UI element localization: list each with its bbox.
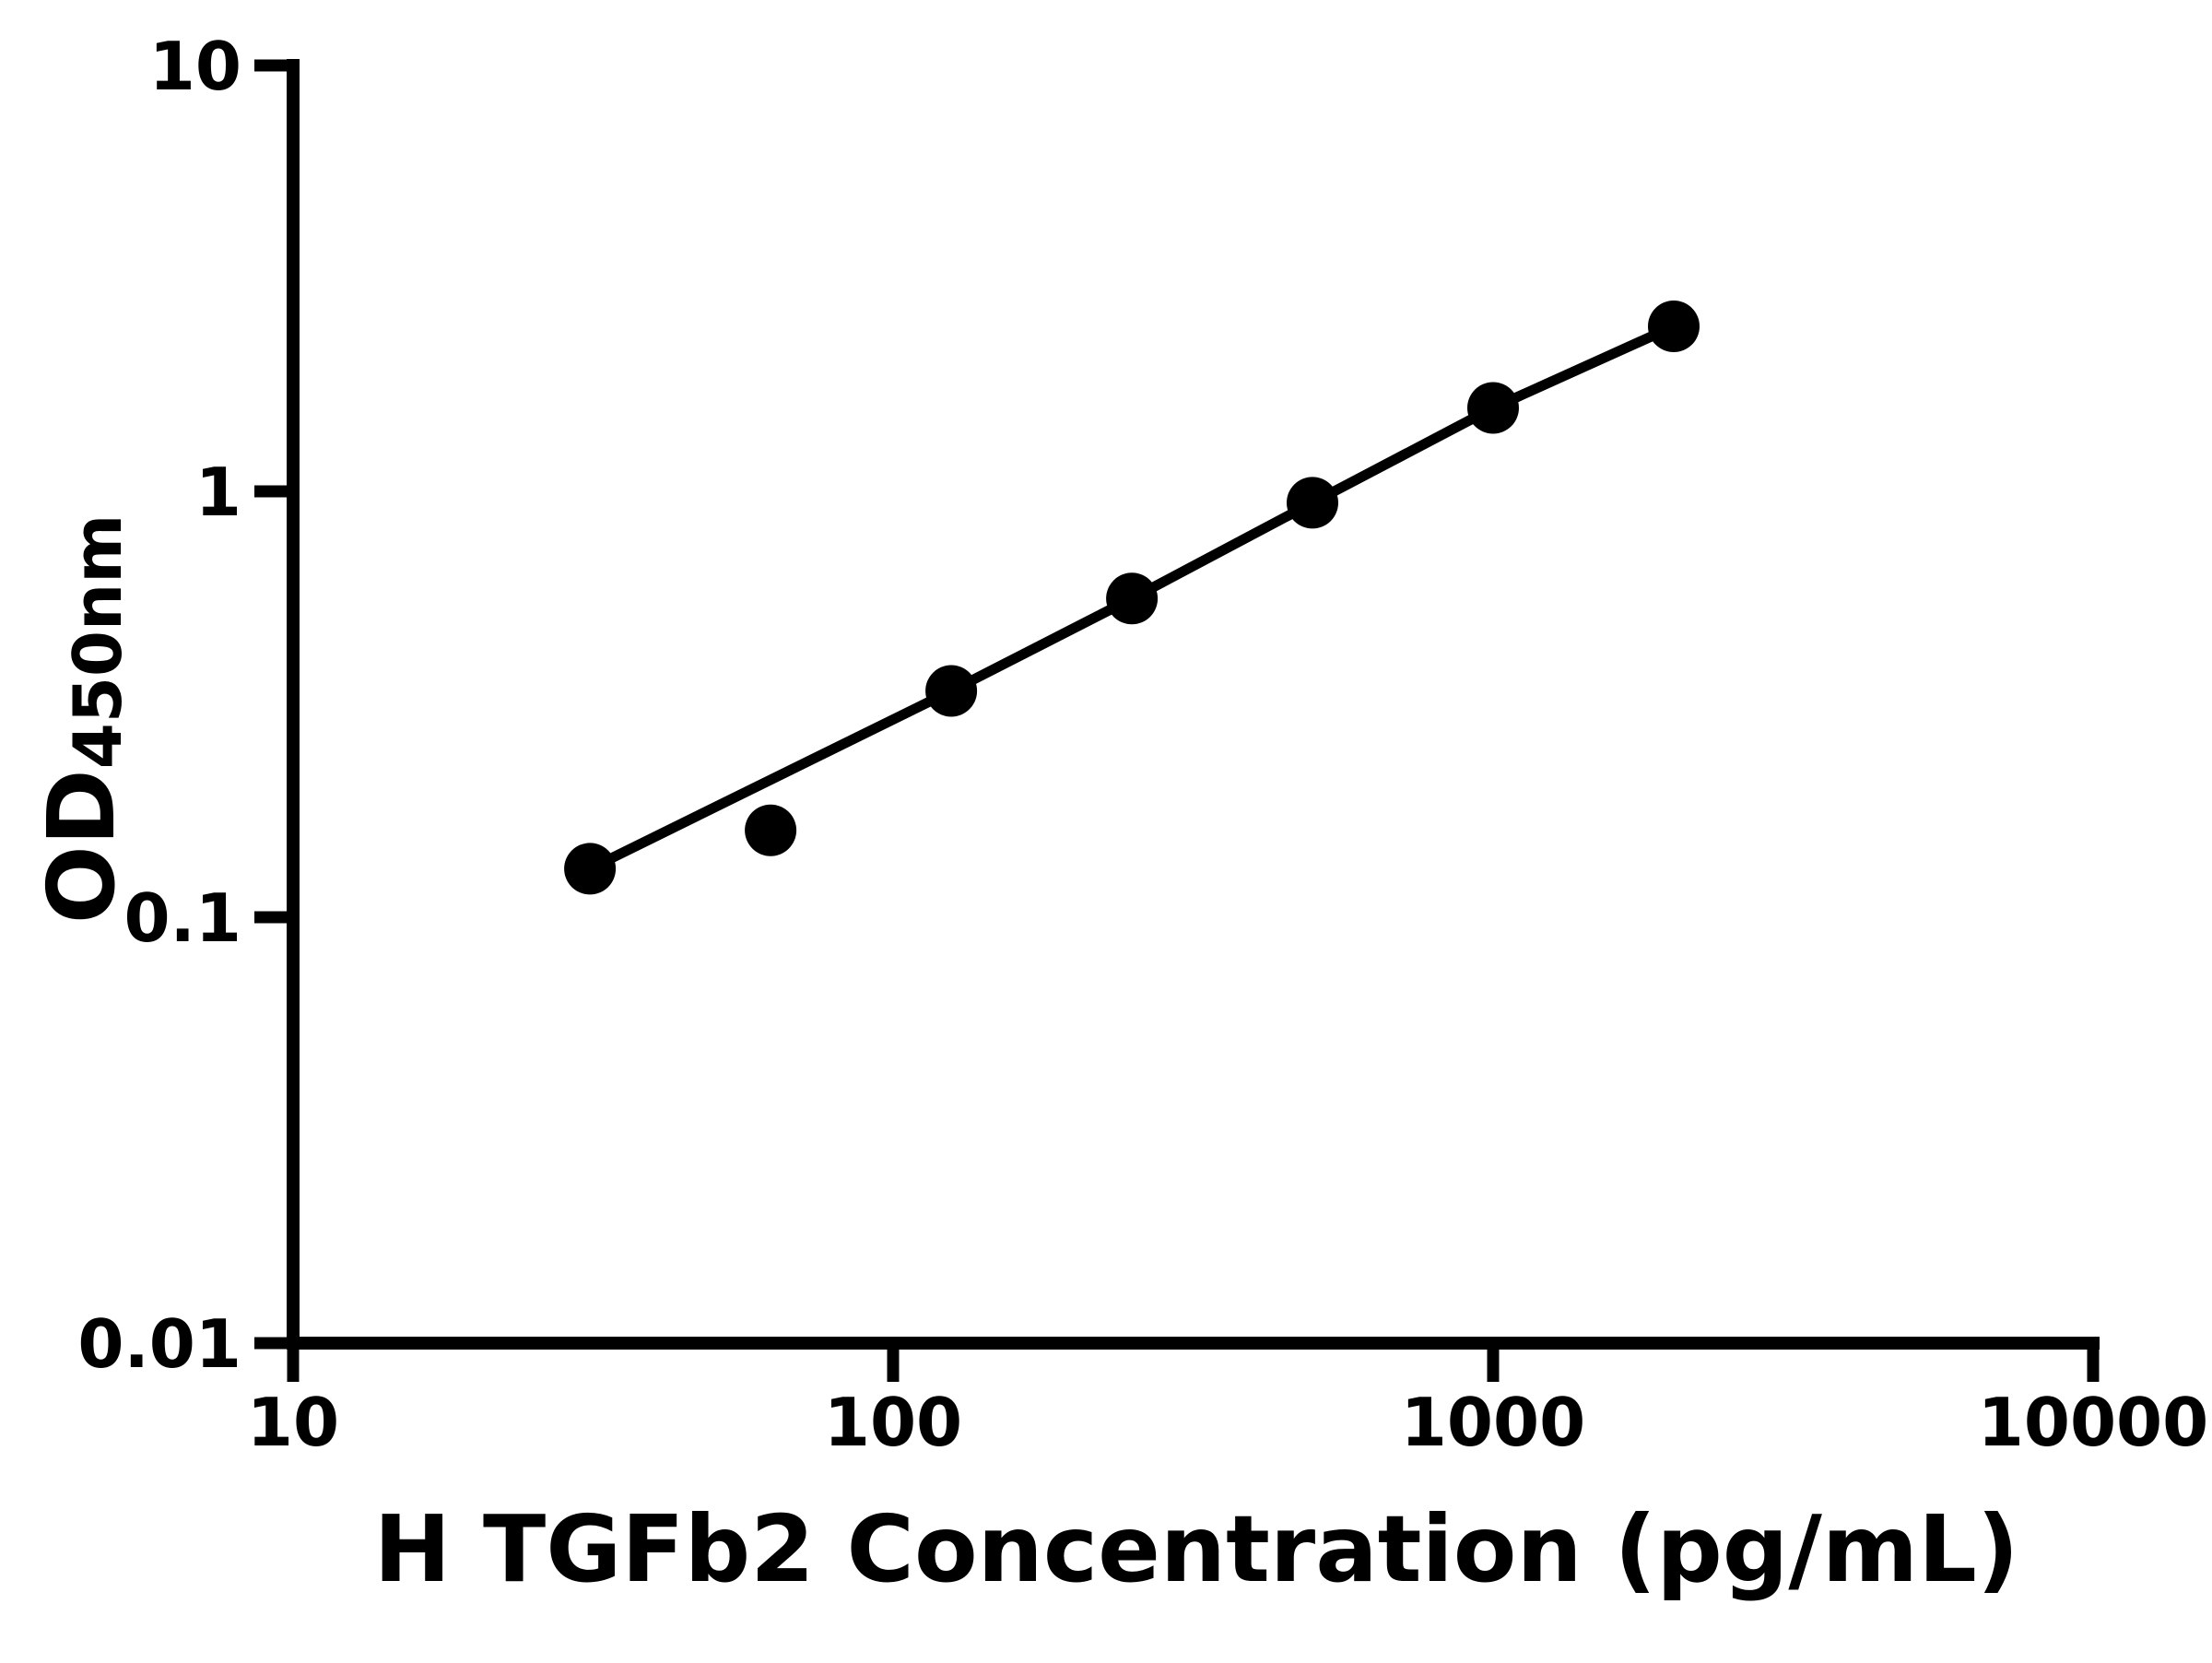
data-point bbox=[1106, 572, 1159, 625]
y-axis-title-main: OD bbox=[28, 769, 135, 924]
x-tick-label: 10000 bbox=[1978, 1384, 2209, 1461]
x-axis: 10 100 1000 10000 bbox=[247, 1337, 2208, 1461]
y-axis-title: OD450nm bbox=[28, 514, 136, 925]
data-point bbox=[1467, 382, 1519, 434]
fit-line bbox=[587, 321, 1677, 874]
series-standard-curve bbox=[564, 301, 1700, 895]
data-point bbox=[745, 804, 797, 856]
y-axis-ticks bbox=[254, 59, 293, 1350]
data-point bbox=[1287, 477, 1338, 529]
y-tick-label: 1 bbox=[195, 454, 241, 531]
x-tick-label: 100 bbox=[824, 1384, 962, 1461]
data-point bbox=[925, 665, 978, 717]
x-axis-ticks bbox=[287, 1343, 2100, 1382]
y-tick-label: 0.01 bbox=[77, 1305, 241, 1383]
y-tick-label: 10 bbox=[149, 28, 241, 105]
x-axis-tick-labels: 10 100 1000 10000 bbox=[247, 1384, 2208, 1461]
x-tick-label: 1000 bbox=[1401, 1384, 1585, 1461]
y-tick-label: 0.1 bbox=[124, 879, 241, 957]
data-point bbox=[1648, 301, 1700, 352]
y-axis-title-subscript: 450nm bbox=[59, 514, 136, 770]
y-axis: 10 1 0.1 0.01 bbox=[77, 28, 300, 1383]
data-points bbox=[564, 301, 1700, 895]
y-axis-tick-labels: 10 1 0.1 0.01 bbox=[77, 28, 241, 1383]
x-axis-title: H TGFb2 Concentration (pg/mL) bbox=[373, 1495, 2018, 1603]
x-tick-label: 10 bbox=[247, 1384, 339, 1461]
data-point bbox=[564, 843, 617, 895]
